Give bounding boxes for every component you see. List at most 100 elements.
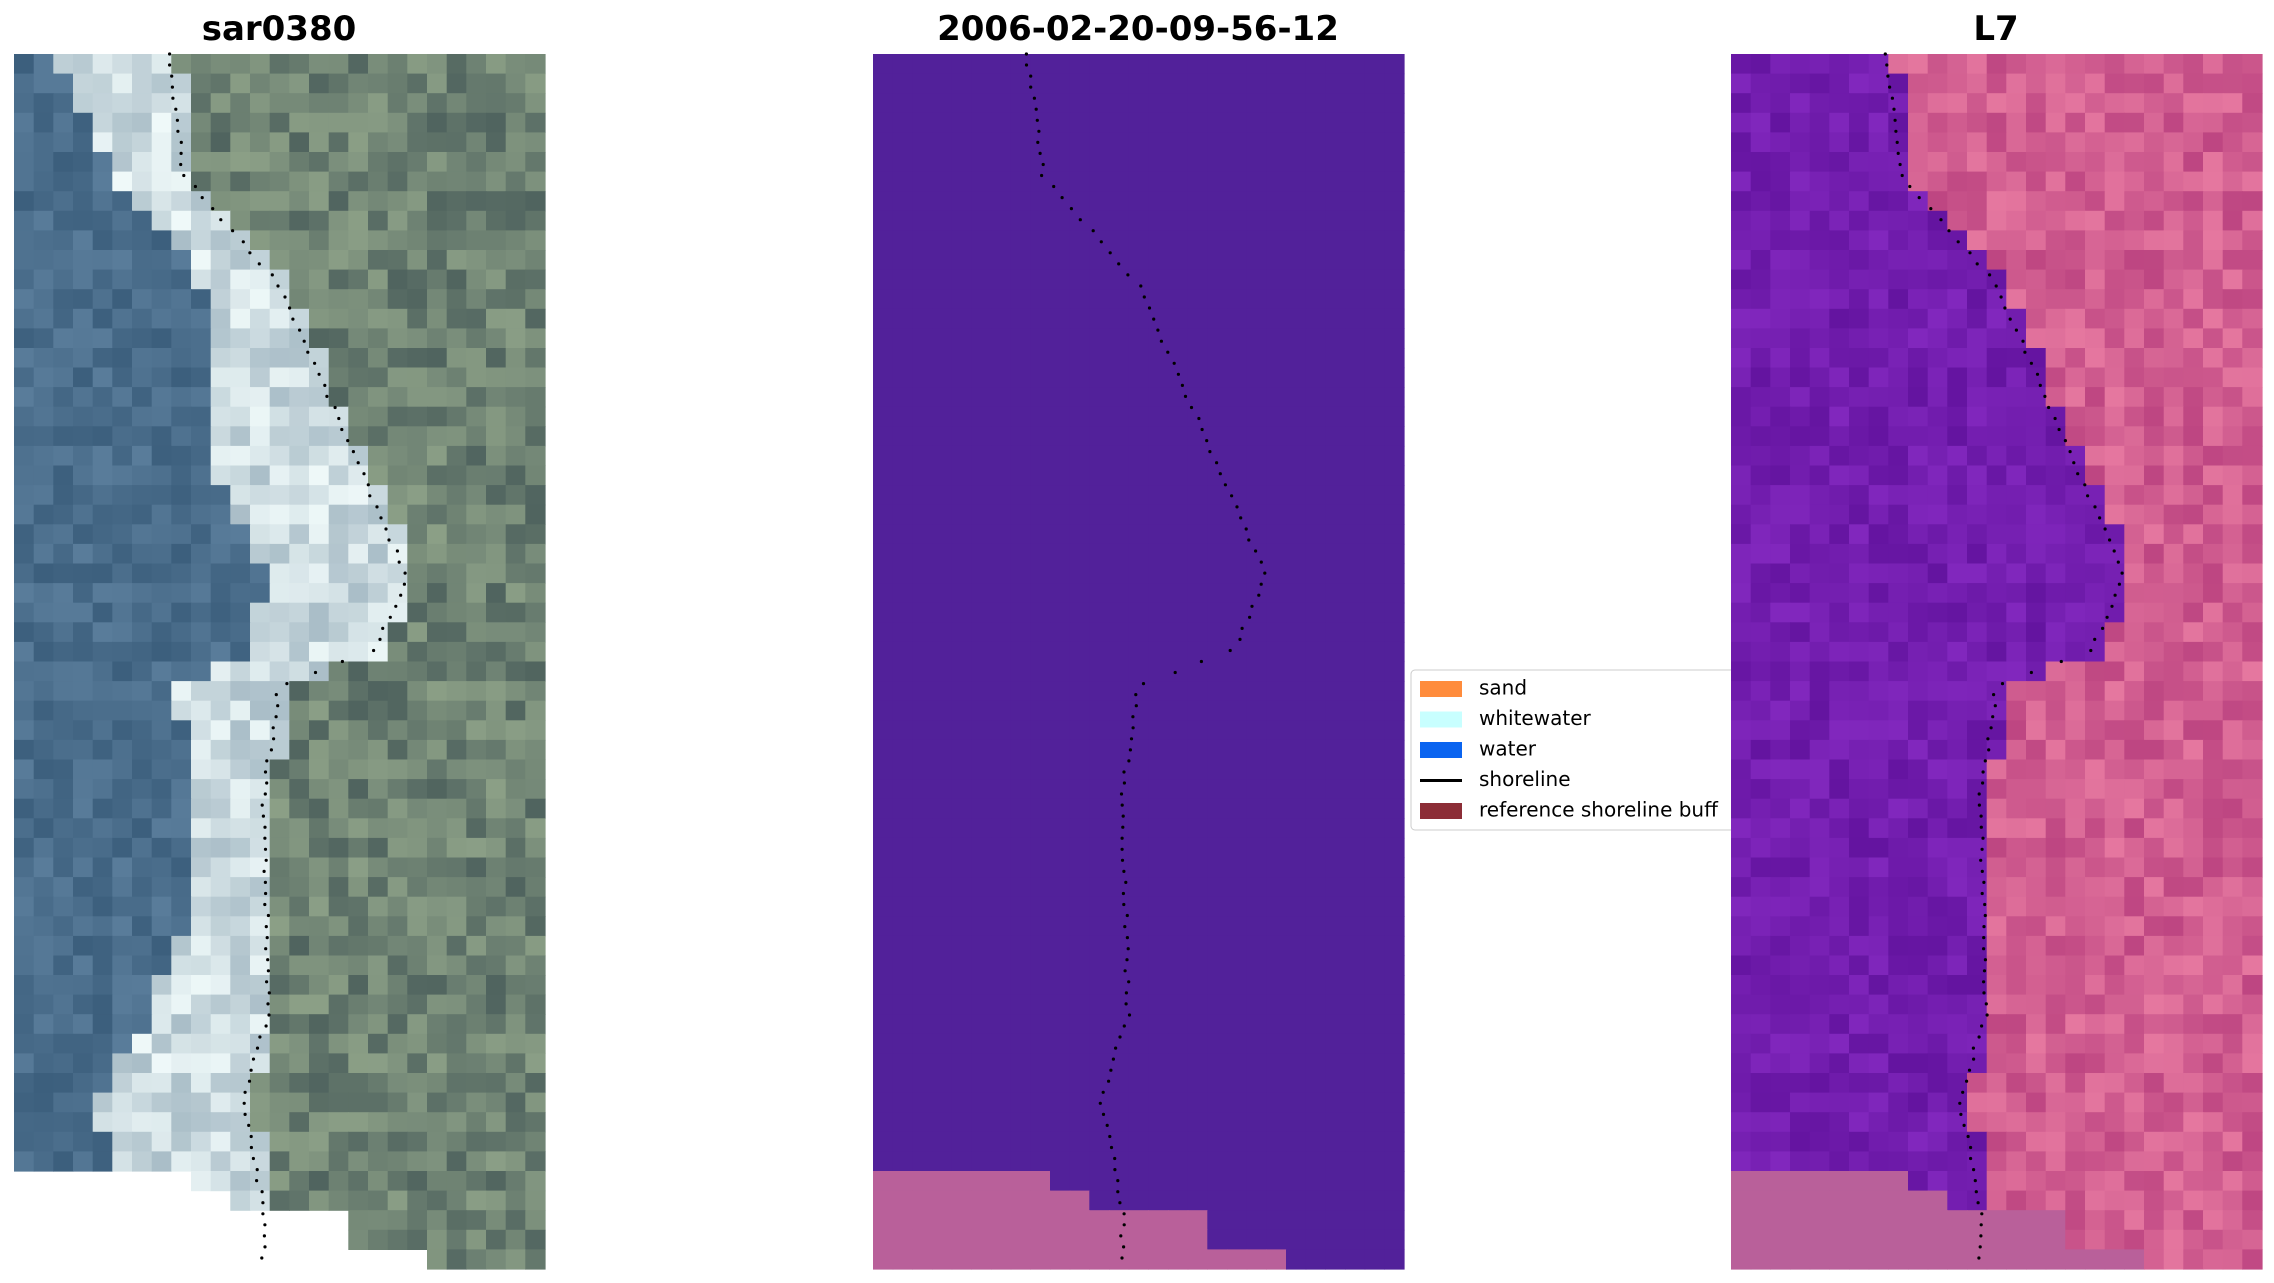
pixel [2144,739,2165,761]
pixel [309,994,330,1015]
pixel [289,759,310,780]
pixel [132,504,153,525]
shoreline-point [325,394,329,398]
pixel [191,1171,212,1192]
pixel [446,1171,467,1192]
pixel [132,955,153,976]
shoreline-point [340,427,344,432]
pixel [505,1053,526,1074]
pixel [971,406,992,427]
pixel [1384,720,1405,741]
pixel [1227,1131,1248,1152]
pixel [309,445,330,467]
pixel [1227,328,1248,349]
pixel [348,1112,369,1133]
pixel [525,210,546,231]
pixel [407,1073,428,1094]
pixel [1750,348,1771,369]
pixel [466,132,487,153]
pixel [1908,543,1929,565]
pixel [932,935,953,957]
pixel [2242,818,2263,839]
pixel [1089,818,1110,839]
pixel [1849,1014,1870,1035]
pixel [1986,1053,2007,1074]
pixel [92,818,113,839]
pixel [368,543,389,565]
pixel [1384,1151,1405,1172]
pixel [873,504,894,525]
pixel [932,975,953,996]
pixel [1888,1073,1909,1094]
pixel [1809,387,1830,408]
pixel [2222,387,2243,408]
pixel [873,132,894,153]
pixel [1849,1053,1870,1074]
pixel [2203,602,2224,623]
pixel [2085,132,2106,153]
pixel [466,994,487,1015]
pixel [387,1131,408,1152]
pixel [309,465,330,486]
pixel [191,759,212,780]
pixel [14,916,35,937]
pixel [2203,191,2224,212]
pixel [466,1112,487,1133]
pixel [2124,700,2145,721]
pixel [309,896,330,917]
pixel [446,877,467,898]
pixel [328,739,349,761]
pixel [1750,602,1771,623]
pixel [1168,1249,1189,1270]
pixel [1967,73,1988,94]
pixel [387,54,408,75]
pixel [14,269,35,290]
pixel [171,54,192,75]
pixel [230,641,251,663]
pixel [407,1190,428,1211]
pixel [2124,230,2145,251]
pixel [951,1053,972,1074]
pixel [1731,269,1752,290]
pixel [1849,661,1870,682]
pixel [2183,1092,2204,1113]
pixel [407,210,428,231]
pixel [269,896,290,917]
pixel [407,975,428,996]
pixel [466,1073,487,1094]
pixel [151,112,172,133]
pixel [1030,250,1051,271]
shoreline-point [175,118,179,122]
pixel [1809,896,1830,917]
pixel [1050,994,1071,1015]
pixel [1030,465,1051,486]
pixel [932,445,953,467]
pixel [1050,975,1071,996]
pixel [991,563,1012,584]
pixel [2163,1092,2184,1113]
pixel [1010,348,1031,369]
pixel [1050,837,1071,859]
pixel [407,1151,428,1172]
pixel [1050,935,1071,957]
pixel [1148,485,1169,506]
pixel [2222,1092,2243,1113]
pixel [387,73,408,94]
pixel [1384,1171,1405,1192]
pixel [2124,1092,2145,1113]
shoreline-point [1141,682,1146,686]
pixel [2124,269,2145,290]
pixel [348,583,369,604]
pixel [14,210,35,231]
pixel [1364,1210,1385,1231]
pixel [1089,191,1110,212]
pixel [1168,1151,1189,1172]
pixel [112,171,133,192]
pixel [1325,1073,1346,1094]
pixel [2163,877,2184,898]
pixel [2203,210,2224,231]
pixel [1286,1053,1307,1074]
pixel [2085,877,2106,898]
pixel [1207,191,1228,212]
pixel [1384,54,1405,75]
